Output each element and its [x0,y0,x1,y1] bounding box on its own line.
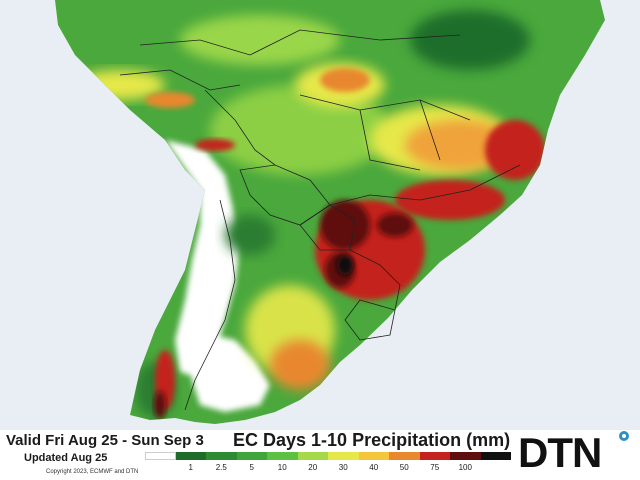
dry-zone-pacific-coast [165,140,240,378]
map-title: EC Days 1-10 Precipitation (mm) [233,430,511,450]
legend-swatch [267,452,298,460]
legend-tick-label: 50 [399,463,409,472]
legend-tick-label: 40 [369,463,379,472]
precipitation-map [55,0,605,424]
dtn-logo-ring-icon [619,431,629,441]
red-andes [195,139,235,151]
legend-tick-label: 30 [338,463,348,472]
red-east-coast [485,120,545,180]
footer-bar: Valid Fri Aug 25 - Sun Sep 3 EC Days 1-1… [0,429,640,480]
legend-tick-label: 5 [249,463,254,472]
dark-green-west [225,215,275,255]
legend-tick-label: 1 [188,463,193,472]
legend-swatch [450,452,481,460]
orange-center [320,68,370,92]
legend-swatch [236,452,267,460]
valid-period: Valid Fri Aug 25 - Sun Sep 3 [6,432,204,449]
dtn-logo: DTN [514,429,638,479]
black-south [337,255,353,275]
legend-tick-label: 100 [458,463,472,472]
red-southeast [395,180,505,220]
legend-swatch [206,452,237,460]
orange-argentina [270,340,330,390]
updated-date: Updated Aug 25 [24,452,108,464]
legend-tick-label: 2.5 [215,463,227,472]
legend-swatch [145,452,176,460]
light-green-north [180,15,340,65]
maroon-chile [154,391,166,419]
border-uruguay [344,299,396,341]
legend-swatch [389,452,420,460]
legend-swatch [328,452,359,460]
legend-swatch [358,452,389,460]
legend-swatch [297,452,328,460]
orange-north-coast [145,92,195,108]
legend-swatch [419,452,450,460]
light-green-center [210,85,390,175]
border-argentina-brazil [349,249,401,311]
legend-swatch [480,452,511,460]
copyright-notice: Copyright 2023, ECMWF and DTN [46,469,139,475]
border-peru-brazil [204,89,276,166]
legend-swatch [175,452,206,460]
border-brazil-states [299,94,471,171]
border-venezuela-brazil [139,29,461,56]
maroon-south-b [377,213,413,237]
dark-green-amazon [410,10,530,70]
border-paraguay [299,204,356,251]
border-chile-argentina [184,199,236,411]
country-borders [119,29,521,411]
legend-tick-label: 10 [277,463,287,472]
border-brazil-south [329,164,521,206]
maroon-south-a [320,200,370,250]
legend-tick-label: 75 [430,463,440,472]
dtn-logo-text: DTN [518,429,602,476]
legend-tick-label: 20 [308,463,318,472]
precipitation-field [75,10,545,419]
border-colombia-peru [119,69,241,91]
